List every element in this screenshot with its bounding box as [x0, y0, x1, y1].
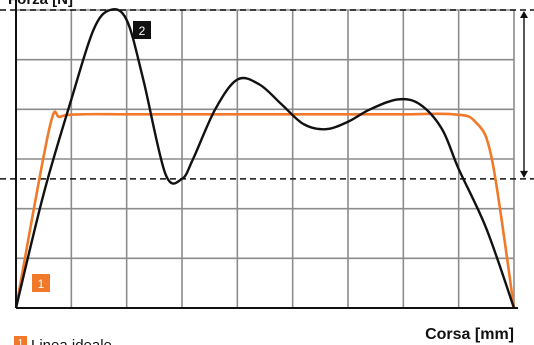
grid	[15, 9, 515, 309]
svg-text:1: 1	[38, 277, 45, 291]
series-2-line	[14, 8, 516, 309]
x-axis-title: Corsa [mm]	[425, 326, 514, 343]
dimension-arrow-head-top	[520, 11, 528, 18]
legend-swatch-number: 1	[18, 338, 24, 345]
legend-swatch	[14, 336, 27, 345]
series-1-marker: 1	[32, 274, 50, 292]
legend: 1 Linea ideale	[14, 336, 112, 345]
svg-text:2: 2	[139, 24, 146, 38]
series-1-line	[14, 110, 516, 309]
series-2-marker: 2	[133, 21, 151, 39]
legend-label: Linea ideale	[31, 337, 112, 345]
axes	[15, 0, 518, 309]
dashed-reference-lines	[0, 9, 534, 180]
series-layer	[14, 8, 516, 309]
dimension-arrow-head-bottom	[520, 170, 528, 178]
y-axis-title: Forza [N]	[8, 0, 73, 8]
